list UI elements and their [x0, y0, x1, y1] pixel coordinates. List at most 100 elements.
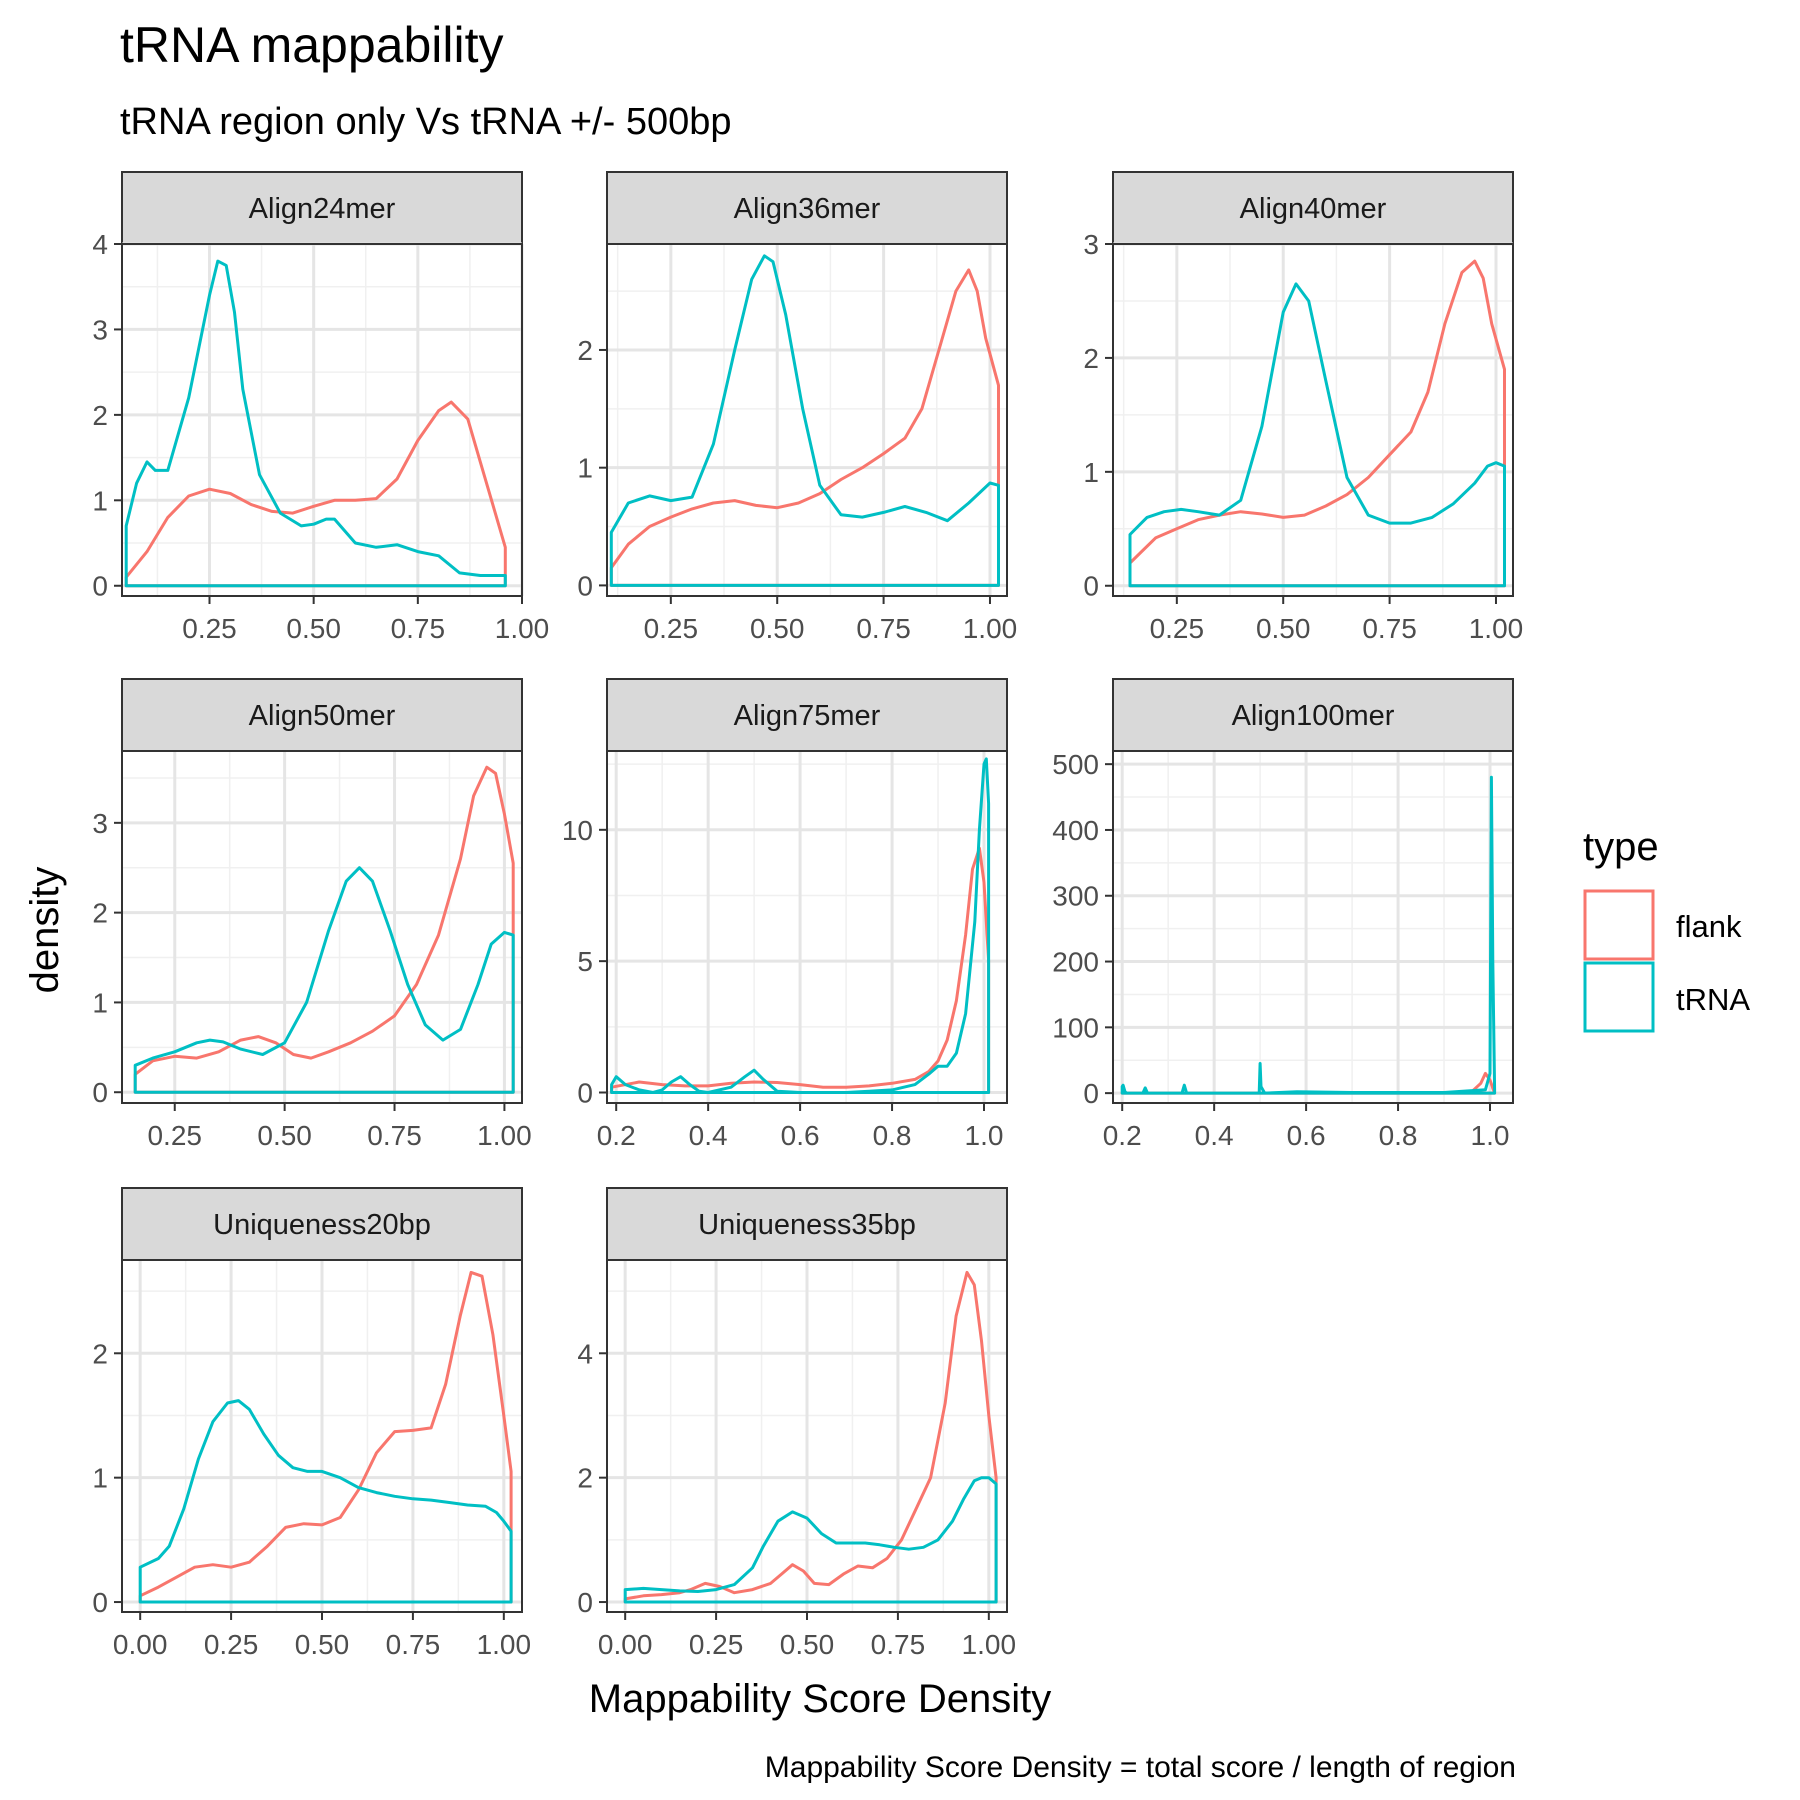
density-line-trna [138, 1399, 513, 1604]
density-line-flank [133, 765, 515, 1094]
x-tick-label: 0.50 [257, 1120, 312, 1151]
x-tick-label: 0.50 [780, 1629, 835, 1660]
y-tick-label: 0 [92, 1077, 108, 1108]
facet-label: Uniqueness20bp [213, 1209, 431, 1241]
facet-label: Align24mer [249, 193, 396, 225]
density-line-trna [610, 757, 991, 1094]
x-tick-label: 0.50 [750, 613, 805, 644]
facet-strip [1112, 678, 1514, 752]
x-tick-label: 0.75 [367, 1120, 422, 1151]
legend: type flank tRNA [1583, 825, 1750, 1033]
plot-background [607, 244, 1007, 596]
panel-border [121, 750, 523, 1104]
y-tick-label: 100 [1052, 1012, 1099, 1043]
x-tick-label: 1.0 [965, 1120, 1004, 1151]
panel-align100mer: Align100mer 0 100 200 300 400 500 0.2 0.4 0.6 0.8 1… [1052, 678, 1514, 1151]
plot-background [607, 751, 1007, 1103]
x-tick-label: 0.25 [689, 1629, 744, 1660]
panel-uniqueness35bp: Uniqueness35bp 0 2 4 0.00 0.25 0.50 0.75 1.00 [577, 1187, 1016, 1660]
plot-background [122, 751, 522, 1103]
panel-align24mer: Align24mer 0 1 2 3 4 0.25 0.50 0.75 1.00 [92, 171, 549, 644]
y-tick-label: 2 [92, 1338, 108, 1369]
facet-label: Align40mer [1240, 193, 1387, 225]
density-line-trna [133, 866, 515, 1094]
density-line-flank [138, 1270, 513, 1604]
legend-key-flank [1583, 889, 1655, 961]
x-tick-label: 0.25 [644, 613, 699, 644]
y-tick-label: 2 [92, 898, 108, 929]
legend-key-trna [1583, 961, 1655, 1033]
density-line-flank [124, 400, 507, 588]
x-tick-label: 0.8 [1379, 1120, 1418, 1151]
x-tick-label: 0.4 [1195, 1120, 1234, 1151]
y-axis-title: density [23, 867, 67, 994]
chart-subtitle: tRNA region only Vs tRNA +/- 500bp [120, 101, 732, 143]
y-tick-label: 300 [1052, 881, 1099, 912]
y-tick-label: 4 [577, 1338, 593, 1369]
density-line-flank [1128, 259, 1506, 588]
x-axis-title: Mappability Score Density [589, 1677, 1051, 1721]
x-tick-label: 0.00 [598, 1629, 653, 1660]
y-tick-label: 3 [92, 808, 108, 839]
y-tick-label: 1 [1083, 457, 1099, 488]
panel-align75mer: Align75mer 0 5 10 0.2 0.4 0.6 0.8 1.0 [562, 678, 1008, 1151]
facet-strip [1112, 171, 1514, 245]
facet-strip [606, 678, 1008, 752]
panel-align36mer: Align36mer 0 1 2 0.25 0.50 0.75 1.00 [577, 171, 1017, 644]
y-tick-label: 2 [577, 335, 593, 366]
grid-lines [122, 1260, 522, 1612]
panel-border [606, 750, 1008, 1104]
y-tick-label: 0 [577, 570, 593, 601]
x-tick-label: 0.50 [286, 613, 341, 644]
x-tick-label: 1.00 [477, 1629, 532, 1660]
panel-align50mer: Align50mer 0 1 2 3 0.25 0.50 0.75 1.00 [92, 678, 532, 1151]
plot-background [122, 244, 522, 596]
panel-border [121, 243, 523, 597]
density-line-trna [1128, 282, 1506, 588]
x-tick-label: 0.8 [873, 1120, 912, 1151]
panel-uniqueness20bp: Uniqueness20bp 0 1 2 0.00 0.25 0.50 0.75 1.00 [92, 1187, 532, 1660]
facet-strip [121, 1187, 523, 1261]
y-tick-label: 1 [92, 1463, 108, 1494]
y-tick-label: 1 [577, 453, 593, 484]
y-tick-label: 10 [562, 815, 593, 846]
y-tick-label: 0 [577, 1587, 593, 1618]
x-tick-label: 0.2 [1103, 1120, 1142, 1151]
legend-label-trna: tRNA [1676, 982, 1750, 1017]
x-tick-label: 0.75 [871, 1629, 926, 1660]
x-tick-label: 0.75 [856, 613, 911, 644]
y-tick-label: 2 [92, 400, 108, 431]
x-tick-label: 0.25 [1150, 613, 1205, 644]
facet-strip [121, 171, 523, 245]
facet-label: Align50mer [249, 700, 396, 732]
density-line-flank [609, 268, 1000, 587]
y-tick-label: 3 [92, 314, 108, 345]
facet-label: Uniqueness35bp [698, 1209, 916, 1241]
x-tick-label: 0.25 [204, 1629, 259, 1660]
x-tick-label: 0.4 [689, 1120, 728, 1151]
x-tick-label: 0.75 [1362, 613, 1417, 644]
x-tick-label: 1.0 [1471, 1120, 1510, 1151]
chart-caption: Mappability Score Density = total score … [765, 1751, 1516, 1784]
x-tick-label: 1.00 [477, 1120, 532, 1151]
x-tick-label: 0.00 [113, 1629, 168, 1660]
x-tick-label: 1.00 [1469, 613, 1524, 644]
legend-title: type [1583, 825, 1659, 869]
plot-background [1113, 244, 1513, 596]
panel-border [1112, 243, 1514, 597]
y-tick-label: 0 [92, 1587, 108, 1618]
y-tick-label: 400 [1052, 815, 1099, 846]
x-tick-label: 0.75 [386, 1629, 441, 1660]
y-tick-label: 0 [577, 1077, 593, 1108]
density-line-flank [623, 1270, 998, 1604]
legend-label-flank: flank [1676, 909, 1742, 944]
y-tick-label: 0 [1083, 571, 1099, 602]
y-tick-label: 1 [92, 987, 108, 1018]
density-line-trna [1120, 775, 1497, 1095]
y-tick-label: 3 [1083, 229, 1099, 260]
x-tick-label: 0.6 [781, 1120, 820, 1151]
y-tick-label: 2 [1083, 343, 1099, 374]
x-tick-label: 0.25 [182, 613, 237, 644]
